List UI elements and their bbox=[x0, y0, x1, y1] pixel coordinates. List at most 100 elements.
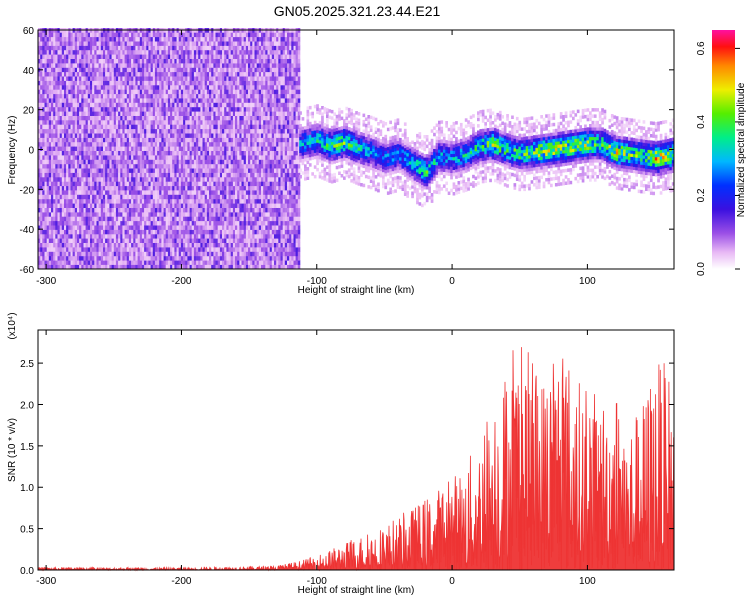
spectrogram-cell bbox=[148, 233, 151, 239]
spectrogram-cell bbox=[68, 168, 71, 173]
spectrogram-cell bbox=[120, 163, 123, 169]
spectrogram-cell bbox=[44, 120, 47, 125]
spectrogram-cell bbox=[66, 89, 69, 95]
spectrogram-cell bbox=[64, 128, 67, 134]
spectrogram-cell bbox=[163, 76, 167, 81]
spectrogram-cell bbox=[191, 247, 195, 252]
spectrogram-cell bbox=[55, 120, 58, 125]
spectrogram-cell bbox=[176, 106, 180, 112]
spectrogram-cell bbox=[211, 102, 214, 108]
spectrogram-cell bbox=[53, 198, 56, 204]
spectrogram-cell bbox=[211, 198, 214, 204]
spectrogram-cell bbox=[154, 203, 158, 208]
spectrogram-cell bbox=[213, 242, 216, 248]
spectrogram-cell bbox=[196, 54, 199, 59]
spectrogram-cell bbox=[217, 115, 221, 121]
spectrogram-cell bbox=[113, 67, 117, 73]
spectrogram-cell bbox=[154, 32, 158, 38]
spectrogram-cell bbox=[198, 106, 201, 112]
spectrogram-cell bbox=[81, 229, 84, 235]
spectrogram-cell bbox=[167, 155, 171, 160]
spectrogram-cell bbox=[124, 93, 128, 99]
spectrogram-cell bbox=[217, 150, 221, 156]
spectrogram-cell bbox=[176, 120, 180, 125]
spectrogram-cell bbox=[105, 58, 108, 64]
spectrogram-cell bbox=[180, 207, 184, 213]
spectrogram-cell bbox=[204, 106, 208, 112]
spectrogram-cell bbox=[120, 194, 123, 200]
spectrogram-cell bbox=[48, 207, 52, 213]
spectrogram-cell bbox=[133, 159, 136, 165]
spectrogram-cell bbox=[46, 141, 50, 147]
spectrogram-cell bbox=[109, 247, 112, 252]
spectrogram-cell bbox=[90, 155, 93, 160]
spectrogram-cell bbox=[44, 233, 47, 239]
spectrogram-cell bbox=[100, 177, 104, 182]
spectrogram-cell bbox=[226, 89, 229, 95]
spectrogram-cell bbox=[133, 106, 136, 112]
spectrogram-cell bbox=[198, 233, 201, 239]
spectrogram-cell bbox=[57, 49, 60, 55]
spectrogram-cell bbox=[103, 229, 106, 235]
spectrogram-cell bbox=[163, 102, 167, 108]
spectrogram-cell bbox=[215, 89, 218, 95]
spectrogram-cell bbox=[185, 229, 188, 235]
spectrogram-cell bbox=[77, 63, 80, 68]
spectrogram-cell bbox=[107, 177, 110, 182]
spectrogram-cell bbox=[189, 58, 193, 64]
spectrogram-cell bbox=[161, 49, 164, 55]
spectrogram-cell bbox=[174, 146, 177, 151]
spectrogram-cell bbox=[124, 220, 128, 226]
spectrogram-cell bbox=[193, 177, 197, 182]
spectrogram-cell bbox=[204, 255, 208, 261]
spectrogram-cell bbox=[163, 181, 167, 187]
spectrogram-cell bbox=[57, 212, 60, 217]
spectrogram-cell bbox=[137, 220, 141, 226]
spectrogram-cell bbox=[118, 36, 121, 42]
spectrogram-cell bbox=[115, 251, 119, 257]
spectrogram-cell bbox=[109, 203, 112, 208]
spectrogram-cell bbox=[187, 124, 190, 130]
spectrogram-cell bbox=[230, 93, 234, 99]
spectrogram-cell bbox=[161, 76, 164, 81]
spectrogram-cell bbox=[115, 255, 119, 261]
spectrogram-cell bbox=[90, 32, 93, 38]
spectrogram-cell bbox=[159, 141, 162, 147]
spectrogram-cell bbox=[79, 247, 82, 252]
spectrogram-cell bbox=[126, 98, 130, 103]
spectrogram-cell bbox=[61, 102, 65, 108]
spectrogram-cell bbox=[85, 146, 89, 151]
spectrogram-cell bbox=[113, 146, 117, 151]
spectrogram-cell bbox=[180, 185, 184, 191]
spectrogram-cell bbox=[141, 203, 145, 208]
spectrogram-cell bbox=[100, 238, 104, 243]
spectrogram-cell bbox=[124, 255, 128, 261]
spectrogram-cell bbox=[72, 137, 76, 143]
spectrogram-cell bbox=[144, 128, 147, 134]
spectrogram-cell bbox=[107, 150, 110, 156]
spectrogram-cell bbox=[48, 115, 52, 121]
spectrogram-cell bbox=[213, 45, 216, 51]
spectrogram-cell bbox=[165, 137, 169, 143]
spectrogram-cell bbox=[66, 212, 69, 217]
spectrogram-cell bbox=[118, 71, 121, 77]
spectrogram-cell bbox=[163, 137, 167, 143]
spectrogram-cell bbox=[68, 247, 71, 252]
spectrogram-cell bbox=[148, 229, 151, 235]
spectrogram-cell bbox=[131, 115, 134, 121]
spectrogram-cell bbox=[53, 177, 56, 182]
spectrogram-cell bbox=[105, 242, 108, 248]
spectrogram-cell bbox=[180, 155, 184, 160]
spectrogram-cell bbox=[120, 181, 123, 187]
spectrogram-cell bbox=[131, 146, 134, 151]
spectrogram-cell bbox=[135, 58, 138, 64]
spectrogram-cell bbox=[187, 181, 190, 187]
spectrogram-cell bbox=[159, 185, 162, 191]
spectrogram-cell bbox=[202, 229, 205, 235]
spectrogram-cell bbox=[191, 216, 195, 222]
spectrogram-cell bbox=[219, 207, 223, 213]
spectrogram-cell bbox=[68, 128, 71, 134]
spectrogram-cell bbox=[224, 172, 227, 178]
spectrogram-cell bbox=[113, 124, 117, 130]
spectrogram-cell bbox=[124, 115, 128, 121]
